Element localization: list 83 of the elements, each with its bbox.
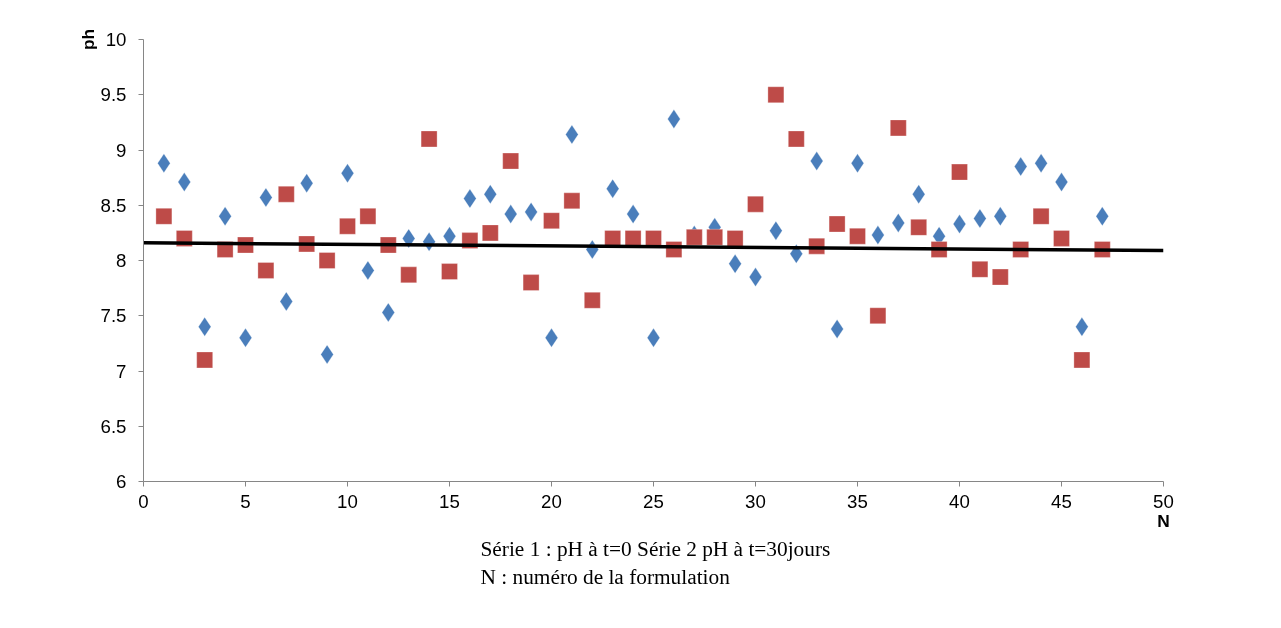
point [645,230,662,247]
point [869,307,887,325]
x-tick-label: 5 [240,490,251,512]
point [604,230,621,247]
x-tick-label: 35 [847,490,868,512]
point [442,226,457,246]
point [830,319,844,339]
point [971,261,989,278]
point [563,192,581,210]
point [1073,351,1091,369]
x-tick-label: 40 [949,490,970,512]
point [400,266,417,284]
point [339,217,356,235]
x-tick-label: 50 [1153,490,1174,512]
y-tick-label: 6 [116,471,127,492]
text: N : numéro de la formulation [480,564,731,589]
point [483,184,497,204]
x-tick-label: 45 [1051,490,1072,512]
point [828,215,846,233]
point [890,119,907,137]
point [504,204,518,224]
point [544,328,559,348]
text: Série 1 : pH à t=0 Série 2 pH à t=30jours [480,536,831,561]
y-axis-title: ph [77,28,98,51]
point [747,195,764,213]
point [482,224,499,242]
point [646,328,661,348]
y-tick-label: 9 [116,139,127,161]
point [1032,208,1050,225]
point [667,109,681,129]
x-tick-label: 30 [745,490,766,512]
point [278,185,295,203]
point [502,152,519,170]
x-axis-title: N [1157,510,1170,531]
x-tick-label: 0 [138,490,149,512]
y-tick-label: 6.5 [100,415,127,437]
point [992,268,1009,286]
point [584,291,601,309]
x-tick-label: 25 [643,490,664,512]
point [850,153,865,174]
x-tick-label: 15 [439,490,460,512]
point [177,172,191,192]
point [198,317,212,337]
point [359,208,377,225]
point [1053,230,1070,247]
point [300,173,314,193]
y-tick-label: 8.5 [100,194,127,216]
point [728,254,742,274]
point [767,86,785,104]
y-tick-label: 7 [116,360,127,382]
point [257,262,275,279]
point [155,208,173,225]
point [238,328,253,348]
point [726,230,744,247]
x-tick-label: 20 [541,490,562,512]
y-tick-label: 10 [105,29,127,50]
y-tick-label: 7.5 [100,305,127,327]
point [441,263,458,280]
point [788,130,805,148]
point [810,151,824,171]
x-tick-label: 10 [337,490,358,512]
point [849,227,866,245]
point [912,184,926,204]
y-tick-label: 8 [116,250,127,271]
point [524,202,538,222]
point [543,212,560,230]
point [706,228,723,246]
point [891,213,905,233]
point [952,214,967,234]
point [871,225,885,245]
point [522,274,540,291]
point [910,219,927,236]
point [624,230,642,247]
point [626,204,640,224]
point [1054,172,1069,192]
point [420,130,438,148]
point [318,252,336,269]
y-tick-label: 9.5 [100,84,127,106]
point [196,351,213,369]
point [748,267,763,287]
point [1075,317,1089,337]
point [951,163,968,181]
point [340,163,355,184]
